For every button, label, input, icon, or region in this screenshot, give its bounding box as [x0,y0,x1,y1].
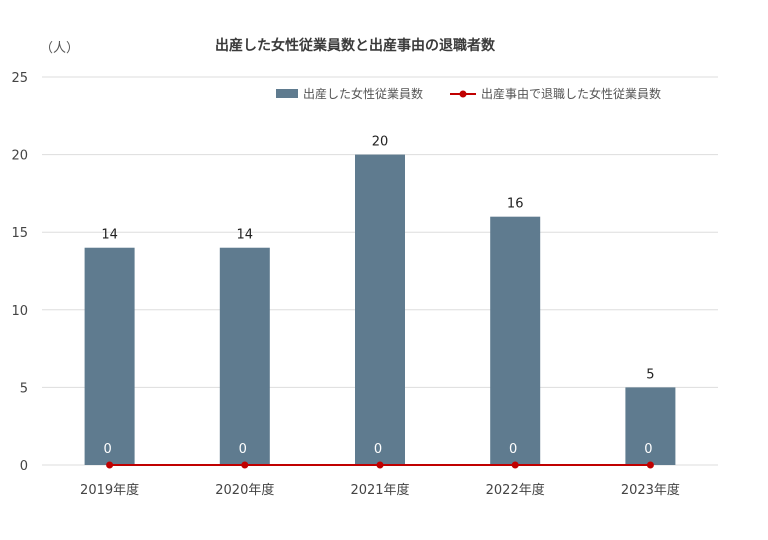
bar-data-label: 14 [237,228,254,243]
y-axis-ticks: 0 5 10 15 20 25 [11,71,28,474]
line-data-label: 0 [103,442,111,457]
line-point [241,461,249,469]
legend-bar-swatch [276,89,298,98]
bar [84,247,135,465]
bar-data-label: 5 [646,367,654,382]
x-axis-ticks: 2019年度 2020年度 2021年度 2022年度 2023年度 [80,482,680,498]
y-tick-label: 10 [11,304,28,319]
x-tick-label: 2019年度 [80,482,139,498]
bar-series: 14 14 20 16 5 [84,135,676,465]
bar-data-label: 20 [372,135,389,150]
y-unit-label: （人） [40,41,79,56]
line-data-label: 0 [239,442,247,457]
legend-line-label: 出産事由で退職した女性従業員数 [481,86,661,101]
line-point [511,461,519,469]
y-tick-label: 15 [11,226,28,241]
line-point [646,461,654,469]
line-data-label: 0 [509,442,517,457]
line-series: 0 0 0 0 0 [103,442,654,469]
x-tick-label: 2020年度 [215,482,274,498]
x-tick-label: 2023年度 [621,482,680,498]
chart-title: 出産した女性従業員数と出産事由の退職者数 [215,37,496,54]
bar-data-label: 16 [507,197,524,212]
x-tick-label: 2022年度 [486,482,545,498]
bar [625,387,676,465]
bar [490,216,541,465]
line-point [376,461,384,469]
line-data-label: 0 [374,442,382,457]
legend-bar-label: 出産した女性従業員数 [303,86,423,101]
y-tick-label: 5 [20,381,28,396]
line-point [106,461,114,469]
y-tick-label: 25 [11,71,28,86]
bar [219,247,270,465]
line-data-label: 0 [644,442,652,457]
legend: 出産した女性従業員数 出産事由で退職した女性従業員数 [276,86,661,101]
bar-data-label: 14 [101,228,118,243]
y-tick-label: 20 [11,149,28,164]
bar [355,154,405,465]
x-tick-label: 2021年度 [350,482,409,498]
legend-line-marker [459,90,467,98]
y-tick-label: 0 [20,459,28,474]
